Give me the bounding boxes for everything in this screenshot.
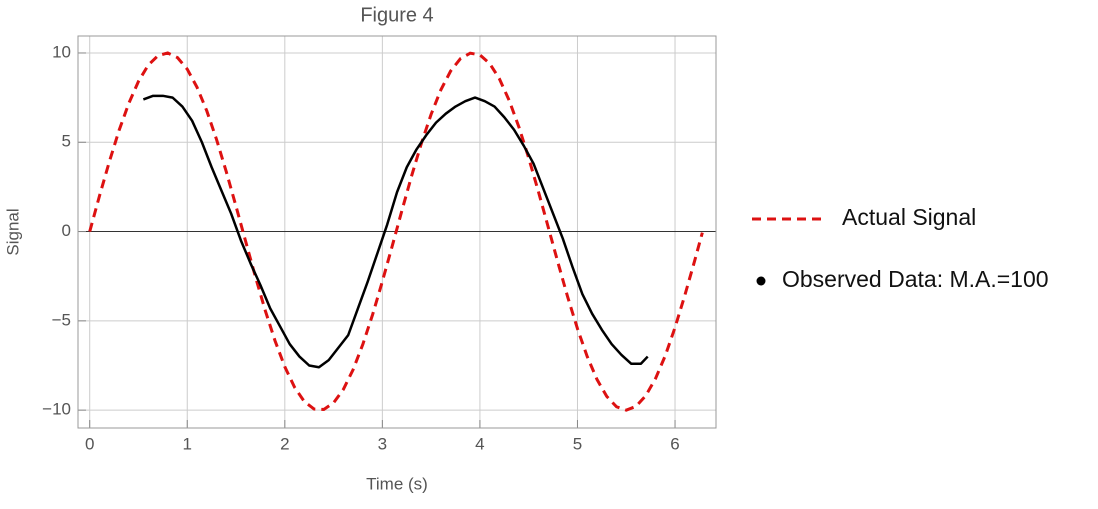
signal-line xyxy=(88,51,704,412)
y-tick-label: 0 xyxy=(62,221,71,240)
x-tick-label: 0 xyxy=(85,434,94,453)
x-tick-label: 6 xyxy=(670,434,679,453)
x-tick-label: 3 xyxy=(378,434,387,453)
x-tick-label: 4 xyxy=(475,434,484,453)
observed-line xyxy=(142,94,649,369)
y-tick-label: −5 xyxy=(52,310,71,329)
legend-label: Actual Signal xyxy=(842,204,976,230)
plot-frame xyxy=(77,35,717,429)
x-axis-label: Time (s) xyxy=(366,474,428,493)
y-tick-label: 5 xyxy=(62,132,71,151)
y-axis-label: Signal xyxy=(3,208,22,255)
y-tick-label: −10 xyxy=(42,400,71,419)
chart-title: Figure 4 xyxy=(360,4,433,26)
x-tick-label: 5 xyxy=(573,434,582,453)
legend-swatch xyxy=(756,276,766,286)
y-tick-label: 10 xyxy=(52,42,71,61)
x-tick-label: 1 xyxy=(183,434,192,453)
x-tick-label: 2 xyxy=(280,434,289,453)
legend-label: Observed Data: M.A.=100 xyxy=(782,266,1049,292)
